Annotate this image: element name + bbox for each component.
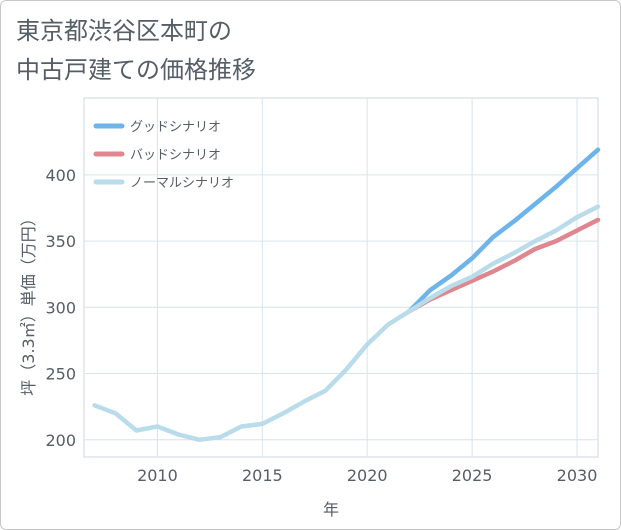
axes: 2010 2015 2020 2025 2030 200 250 300 350 400 xyxy=(45,166,597,485)
series-line-normal xyxy=(92,204,601,443)
y-tick-label: 400 xyxy=(45,166,76,185)
x-tick-label: 2010 xyxy=(137,466,178,485)
x-axis-label: 年 xyxy=(323,500,339,519)
series-line-good xyxy=(406,147,601,314)
x-tick-label: 2015 xyxy=(242,466,283,485)
y-tick-label: 250 xyxy=(45,365,76,384)
x-tick-label: 2025 xyxy=(452,466,493,485)
y-axis-label: 坪（3.3㎡）単価（万円） xyxy=(19,210,38,395)
chart-title-line-2: 中古戸建ての価格推移 xyxy=(16,56,256,84)
legend-label: バッドシナリオ xyxy=(130,148,221,163)
legend-label: グッドシナリオ xyxy=(130,120,221,135)
series-line-bad xyxy=(406,217,601,314)
legend-label: ノーマルシナリオ xyxy=(130,176,234,191)
chart-title-line-1: 東京都渋谷区本町の xyxy=(16,17,232,45)
y-tick-label: 200 xyxy=(45,431,76,450)
y-tick-label: 350 xyxy=(45,232,76,251)
plot-area-border xyxy=(83,97,599,458)
series-lines xyxy=(92,147,601,443)
x-tick-label: 2020 xyxy=(347,466,388,485)
y-tick-label: 300 xyxy=(45,298,76,317)
x-tick-label: 2030 xyxy=(557,466,598,485)
chart-title: 東京都渋谷区本町の 中古戸建ての価格推移 xyxy=(16,12,396,90)
